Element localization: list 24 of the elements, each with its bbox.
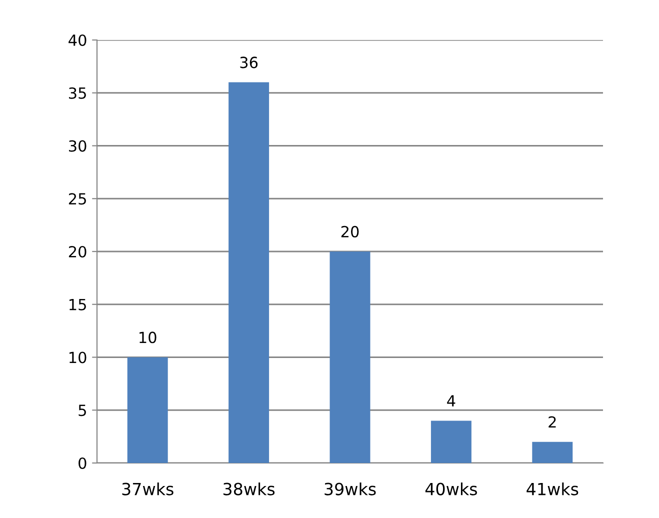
y-tick-label: 15 [70, 299, 86, 310]
y-tick-label: 40 [68, 34, 86, 46]
x-tick-label: 41wks [526, 482, 578, 496]
bar [532, 442, 573, 463]
y-tick-label: 20 [68, 246, 86, 258]
bar [127, 357, 168, 463]
y-tick-label: 35 [69, 87, 86, 99]
y-tick-label: 5 [78, 404, 86, 416]
x-tick-label: 39wks [324, 482, 376, 496]
data-label: 2 [548, 416, 556, 428]
data-label: 4 [447, 395, 456, 406]
y-tick-label: 25 [68, 193, 86, 205]
data-label: 10 [140, 332, 156, 344]
x-tick-label: 38wks [223, 482, 275, 496]
x-tick-label: 37wks [122, 482, 174, 496]
y-tick-label: 30 [69, 140, 86, 152]
y-tick-label: 10 [70, 352, 86, 364]
y-tick-label: 0 [78, 457, 86, 470]
bar [430, 420, 472, 463]
bar [330, 252, 370, 463]
data-label: 36 [240, 56, 258, 68]
data-label: 20 [341, 226, 359, 238]
bar [228, 82, 270, 463]
x-tick-label: 40wks [425, 482, 477, 496]
